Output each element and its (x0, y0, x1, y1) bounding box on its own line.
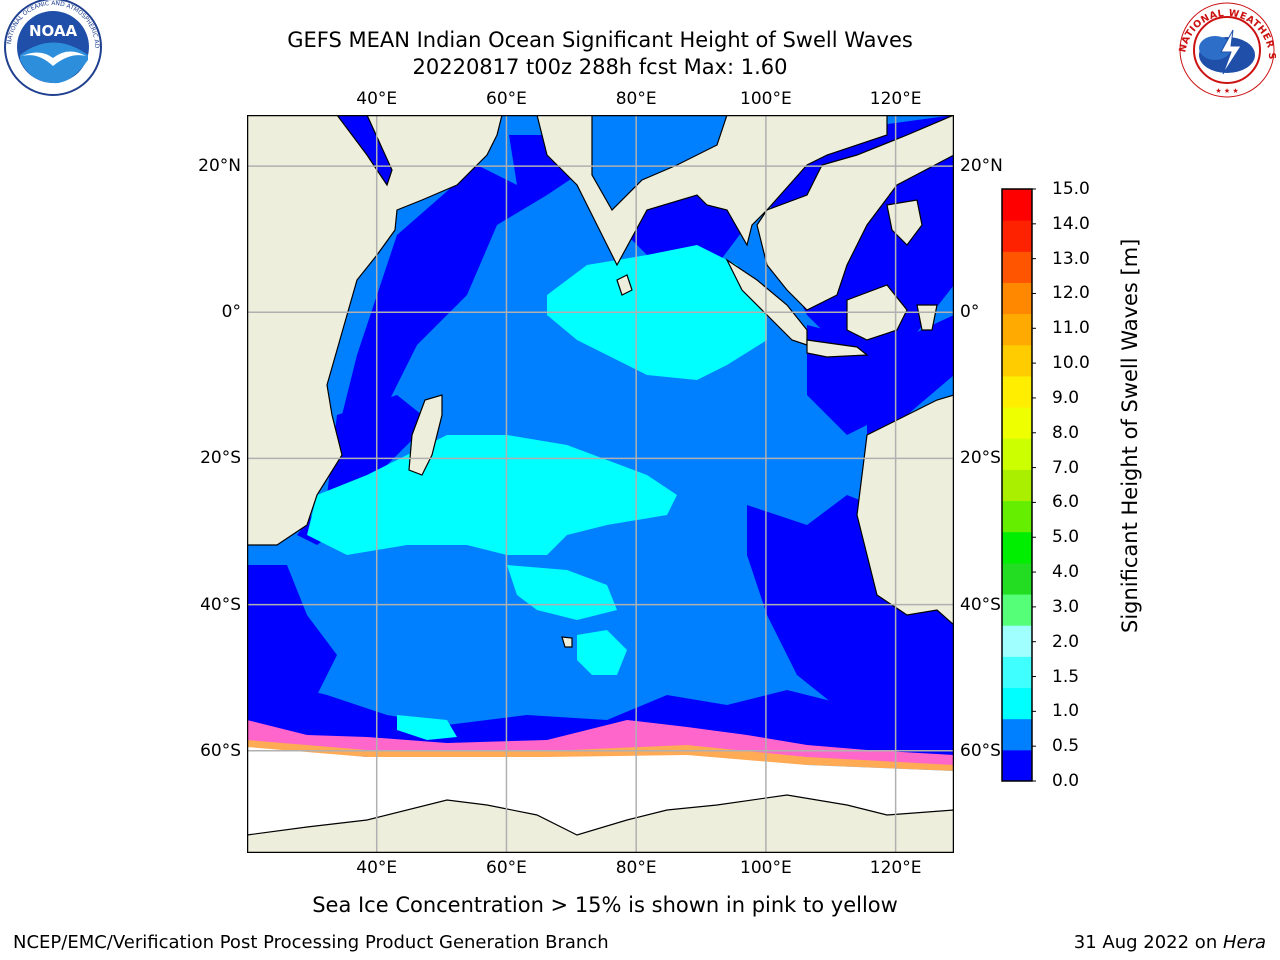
lat-tick-right-4: 60°S (960, 740, 1001, 761)
colorbar-tick-17: 15.0 (1052, 179, 1090, 199)
sea-ice-caption: Sea Ice Concentration > 15% is shown in … (312, 893, 898, 917)
lat-tick-right-1: 0° (960, 302, 980, 323)
lat-tick-left-3: 40°S (200, 594, 241, 615)
colorbar-tick-6: 4.0 (1052, 562, 1080, 583)
colorbar-segment-0 (1002, 749, 1032, 782)
colorbar-segment-14 (1002, 313, 1032, 346)
svg-text:★ ★ ★: ★ ★ ★ (1215, 87, 1238, 95)
map-gridlines (247, 115, 954, 853)
colorbar-segment-16 (1002, 251, 1032, 283)
colorbar-tick-10: 8.0 (1052, 422, 1080, 443)
noaa-logo-text: NOAA (29, 22, 78, 40)
colorbar (1001, 188, 1036, 782)
colorbar-segment-17 (1002, 220, 1032, 252)
colorbar-segment-3 (1002, 656, 1032, 689)
lon-tick-bottom-4: 120°E (869, 858, 922, 878)
colorbar-segment-13 (1002, 344, 1032, 377)
colorbar-tick-4: 2.0 (1052, 631, 1080, 652)
lat-tick-right-2: 20°S (960, 448, 1001, 469)
nws-logo: NATIONAL WEATHER SERVICE ★ ★ ★ (1175, 0, 1277, 98)
lon-tick-top-1: 60°E (486, 89, 527, 109)
colorbar-label: Significant Height of Swell Waves [m] (1118, 238, 1142, 633)
colorbar-tick-12: 10.0 (1052, 353, 1090, 374)
colorbar-segment-6 (1002, 562, 1032, 595)
colorbar-segment-18 (1002, 189, 1032, 221)
lon-tick-top-3: 100°E (740, 89, 792, 109)
colorbar-segment-9 (1002, 469, 1032, 502)
lon-tick-bottom-0: 40°E (356, 858, 398, 878)
colorbar-segment-1 (1002, 718, 1032, 751)
lat-tick-left-4: 60°S (200, 740, 241, 761)
colorbar-segment-8 (1002, 500, 1032, 533)
colorbar-tick-9: 7.0 (1052, 457, 1080, 478)
colorbar-segment-10 (1002, 438, 1032, 470)
colorbar-segment-7 (1002, 531, 1032, 564)
colorbar-segment-5 (1002, 594, 1032, 626)
colorbar-segment-15 (1002, 282, 1032, 315)
lon-tick-top-4: 120°E (869, 89, 922, 109)
lat-tick-right-3: 40°S (960, 594, 1001, 615)
lat-tick-left-1: 0° (221, 302, 241, 323)
colorbar-tick-7: 5.0 (1052, 527, 1080, 548)
footer-date: 31 Aug 2022 on Hera (1074, 932, 1266, 954)
colorbar-segment-2 (1002, 687, 1032, 720)
colorbar-tick-3: 1.5 (1052, 666, 1080, 687)
colorbar-tick-13: 11.0 (1052, 318, 1090, 339)
colorbar-tick-2: 1.0 (1052, 701, 1080, 722)
lon-tick-bottom-1: 60°E (486, 858, 527, 878)
lon-tick-bottom-3: 100°E (740, 858, 792, 878)
colorbar-tick-16: 14.0 (1052, 213, 1090, 234)
lon-tick-top-2: 80°E (615, 89, 657, 109)
colorbar-segment-11 (1002, 407, 1032, 439)
swell-height-map (247, 115, 954, 853)
colorbar-tick-1: 0.5 (1052, 736, 1080, 757)
lon-tick-top-0: 40°E (356, 89, 398, 109)
colorbar-frame (1001, 188, 1033, 782)
colorbar-tick-11: 9.0 (1052, 387, 1080, 408)
chart-title: GEFS MEAN Indian Ocean Significant Heigh… (287, 28, 913, 52)
footer-system: Hera (1222, 932, 1266, 953)
lat-tick-left-2: 20°S (200, 448, 241, 469)
colorbar-segment-4 (1002, 625, 1032, 657)
footer-date-text: 31 Aug 2022 on (1073, 932, 1223, 953)
footer-branch: NCEP/EMC/Verification Post Processing Pr… (13, 932, 609, 953)
lat-tick-right-0: 20°N (960, 156, 1003, 177)
land-masses (247, 115, 954, 853)
colorbar-tick-15: 13.0 (1052, 248, 1090, 269)
lat-tick-left-0: 20°N (198, 156, 241, 177)
noaa-logo: NOAA NATIONAL OCEANIC AND ATMOSPHERIC AD… (0, 0, 102, 96)
chart-subtitle: 20220817 t00z 288h fcst Max: 1.60 (412, 55, 788, 79)
colorbar-tick-0: 0.0 (1052, 771, 1080, 791)
colorbar-segment-12 (1002, 375, 1032, 408)
colorbar-tick-14: 12.0 (1052, 283, 1090, 304)
swell-high-regions (307, 245, 767, 740)
colorbar-tick-8: 6.0 (1052, 492, 1080, 513)
colorbar-tick-5: 3.0 (1052, 596, 1080, 617)
lon-tick-bottom-2: 80°E (615, 858, 657, 878)
